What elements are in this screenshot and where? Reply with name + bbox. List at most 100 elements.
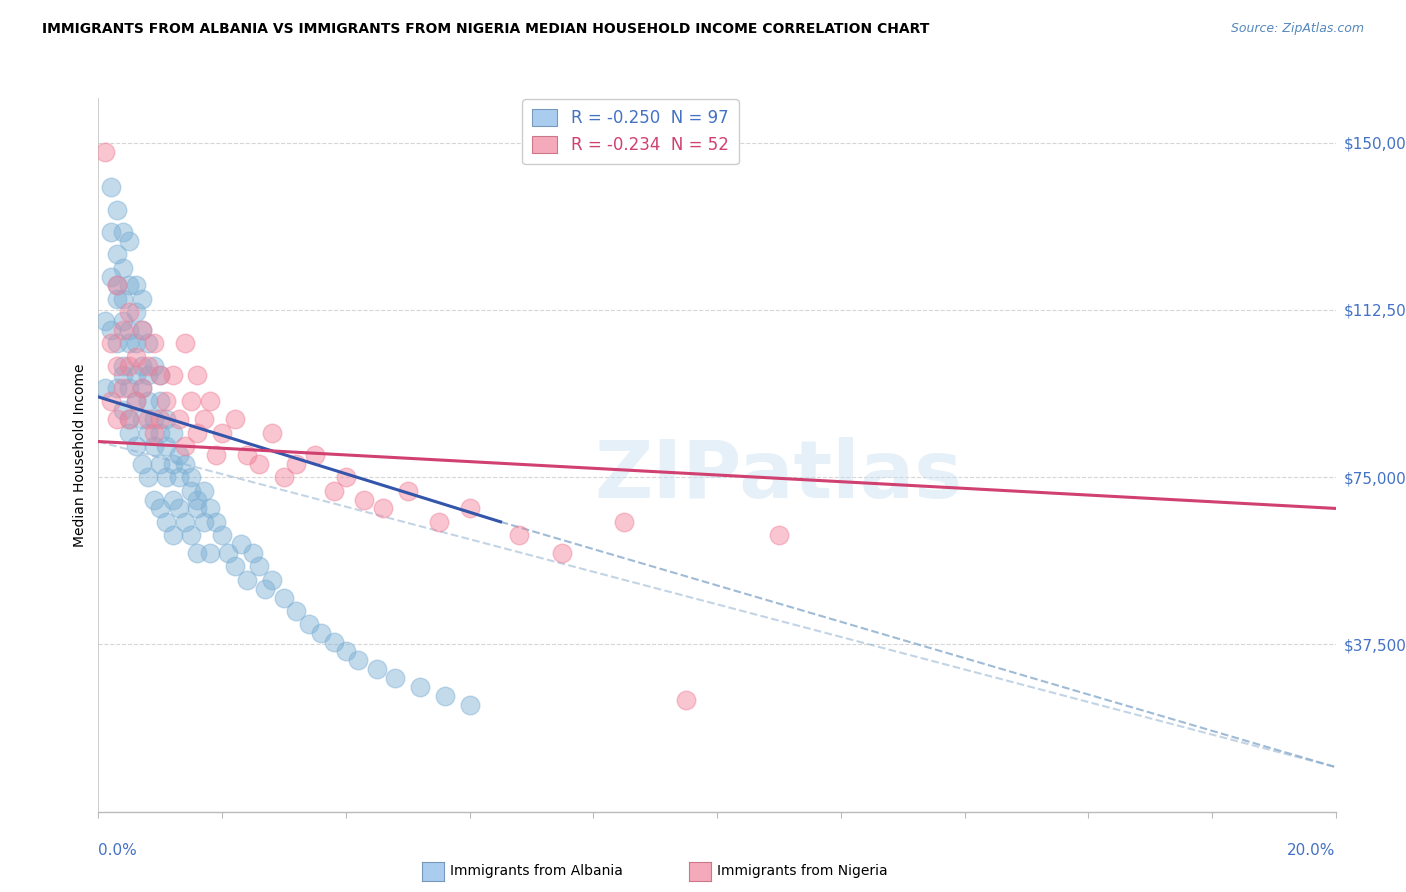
Point (198, 501, 221, 516)
Point (136, 425, 159, 440)
Point (124, 439, 146, 453)
Point (162, 528, 184, 542)
Point (551, 546, 574, 560)
Point (149, 425, 172, 440)
Point (143, 492, 166, 507)
Point (260, 573, 283, 587)
Point (124, 278, 146, 293)
Point (273, 591, 295, 605)
Text: Immigrants from Albania: Immigrants from Albania (450, 864, 623, 879)
Point (167, 470, 190, 484)
Point (100, 269, 122, 284)
Point (322, 483, 344, 498)
Point (224, 412, 246, 426)
Point (149, 501, 172, 516)
Point (155, 394, 177, 409)
Point (229, 537, 252, 551)
Point (149, 412, 172, 426)
Point (124, 305, 146, 319)
Point (366, 662, 388, 676)
Point (105, 359, 128, 373)
Point (100, 394, 122, 409)
Point (131, 381, 153, 395)
Point (105, 381, 128, 395)
Point (136, 394, 159, 409)
Point (198, 546, 221, 560)
Point (167, 501, 190, 516)
Point (100, 323, 122, 337)
Point (260, 425, 283, 440)
Point (298, 617, 321, 632)
Point (131, 412, 153, 426)
Point (124, 394, 146, 409)
Point (149, 368, 172, 382)
Point (143, 412, 166, 426)
Point (174, 515, 197, 529)
Point (155, 439, 177, 453)
Point (112, 381, 135, 395)
Point (335, 644, 357, 658)
Point (118, 381, 141, 395)
Point (347, 653, 370, 667)
Point (371, 501, 394, 516)
Point (285, 604, 308, 618)
Text: 0.0%: 0.0% (98, 843, 138, 858)
Point (254, 582, 277, 596)
Point (100, 180, 122, 194)
Point (193, 412, 215, 426)
Point (112, 403, 135, 417)
Point (211, 528, 233, 542)
Point (508, 528, 530, 542)
Point (112, 260, 135, 275)
Point (105, 336, 128, 351)
Point (198, 394, 221, 409)
Point (675, 693, 697, 707)
Point (100, 336, 122, 351)
Point (205, 448, 228, 462)
Point (174, 336, 197, 351)
Point (167, 412, 190, 426)
Point (131, 359, 153, 373)
Point (186, 425, 208, 440)
Text: Source: ZipAtlas.com: Source: ZipAtlas.com (1230, 22, 1364, 36)
Point (155, 470, 177, 484)
Point (396, 483, 419, 498)
Point (162, 457, 184, 471)
Point (174, 439, 197, 453)
Legend: R = -0.250  N = 97, R = -0.234  N = 52: R = -0.250 N = 97, R = -0.234 N = 52 (523, 99, 738, 164)
Point (285, 457, 308, 471)
Point (112, 314, 135, 328)
Point (427, 515, 450, 529)
Point (211, 425, 233, 440)
Point (180, 470, 202, 484)
Text: 20.0%: 20.0% (1288, 843, 1336, 858)
Point (162, 368, 184, 382)
Point (186, 546, 208, 560)
Point (136, 336, 159, 351)
Point (167, 448, 190, 462)
Point (433, 689, 456, 703)
Point (105, 278, 128, 293)
Point (136, 412, 159, 426)
Point (93, 145, 115, 159)
Point (105, 412, 128, 426)
Text: IMMIGRANTS FROM ALBANIA VS IMMIGRANTS FROM NIGERIA MEDIAN HOUSEHOLD INCOME CORRE: IMMIGRANTS FROM ALBANIA VS IMMIGRANTS FR… (42, 22, 929, 37)
Point (149, 457, 172, 471)
Point (131, 381, 153, 395)
Point (124, 368, 146, 382)
Point (112, 368, 135, 382)
Point (155, 412, 177, 426)
Point (304, 448, 326, 462)
Point (613, 515, 636, 529)
Point (180, 528, 202, 542)
Point (100, 225, 122, 239)
Point (124, 350, 146, 364)
Point (105, 202, 128, 217)
Point (162, 425, 184, 440)
Point (186, 501, 208, 516)
Point (112, 359, 135, 373)
Point (112, 225, 135, 239)
Point (236, 448, 259, 462)
Point (118, 323, 141, 337)
Point (124, 394, 146, 409)
